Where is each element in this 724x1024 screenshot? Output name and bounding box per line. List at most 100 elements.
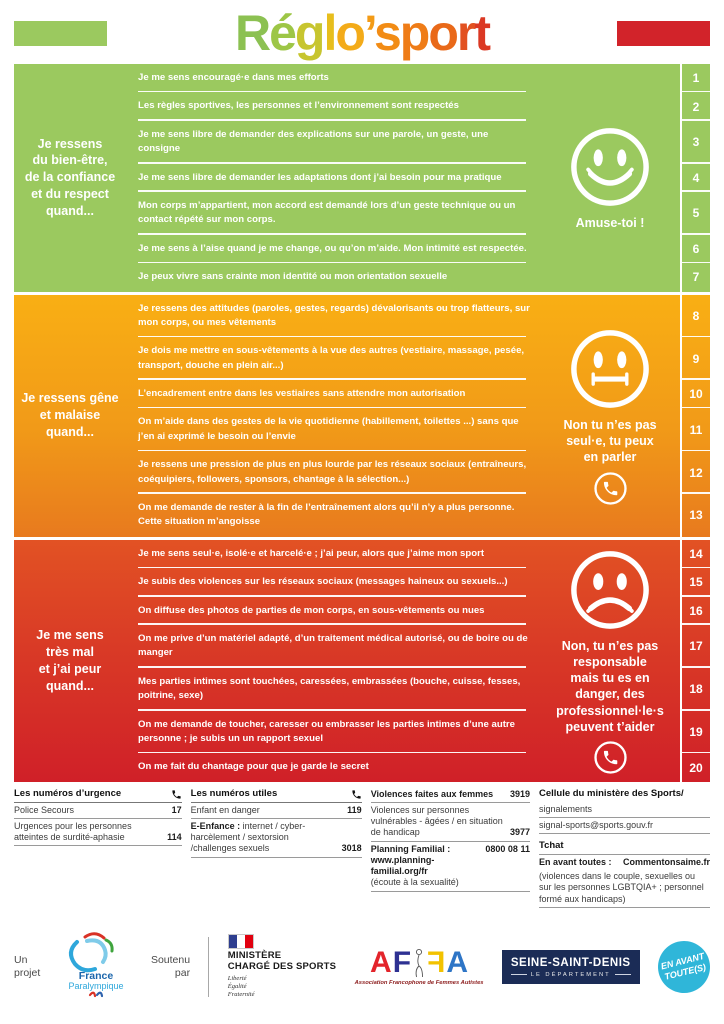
title-green-bar	[14, 20, 107, 46]
ministry-line1: MINISTÈRE	[227, 950, 282, 962]
motto-fraternite: Fraternité	[227, 991, 255, 999]
statement-number: 19	[680, 710, 710, 754]
footer-entry: Urgences pour les personnes atteintes de…	[14, 819, 182, 847]
statement-text: L’encadrement entre dans les vestiaires …	[126, 380, 540, 409]
statement-number: 18	[680, 667, 710, 711]
affa-logo: A F F A Association Francophone de Femme…	[354, 945, 484, 986]
neutral-face-icon	[571, 329, 649, 408]
footer-entry: Planning Familial : www.planning-familia…	[370, 842, 530, 892]
affa-letter: A	[446, 945, 469, 979]
page-title: Réglo’sport	[107, 8, 617, 58]
phone-number: 119	[347, 804, 362, 815]
phone-icon	[172, 789, 181, 799]
statement-text: On me demande de rester à la fin de l’en…	[138, 502, 515, 528]
statement-text: On m’aide dans des gestes de la vie quot…	[126, 408, 540, 452]
affa-figure-icon	[415, 948, 423, 978]
statement-number: 7	[680, 263, 710, 292]
phone-number: 114	[167, 832, 182, 843]
sad-face-icon	[571, 550, 649, 629]
logos-row: Un projet France Paralympique Soutenu pa…	[14, 912, 716, 1022]
divider	[208, 936, 210, 997]
statement-text: On diffuse des photos de parties de mon …	[126, 597, 540, 626]
tchat-service-label: En avant toutes :	[538, 856, 612, 867]
section-label: Je ressens du bien-être, de la confiance…	[24, 136, 116, 219]
statement-text: Je subis des violences sur les réseaux s…	[126, 568, 540, 597]
title-letter: l	[323, 5, 337, 61]
statement-text: Je me sens libre de demander des explica…	[126, 121, 540, 164]
advice-text: Amuse-toi !	[575, 215, 645, 230]
statement-number: 6	[680, 234, 710, 264]
footer-entry: E-Enfance : internet / cyber-harcèlement…	[190, 819, 362, 858]
title-letter: ’	[363, 5, 376, 61]
support-label: Soutenu par	[150, 953, 191, 979]
title-letter: r	[456, 5, 477, 61]
statement-number: 17	[680, 624, 710, 668]
tchat-site: Commentonsaime.fr	[622, 856, 710, 867]
statement-number: 16	[680, 596, 710, 626]
title-letter: g	[294, 5, 326, 61]
section-discomfort: Je ressens gêne et malaise quand... Je re…	[14, 294, 710, 537]
sports-signal-email: signal-sports@sports.gouv.fr	[538, 818, 710, 835]
footer-entry: Violences faites aux femmes 3919	[370, 787, 530, 803]
statement-number: 10	[680, 380, 710, 409]
svg-text:France: France	[78, 970, 113, 982]
motto-egalite: Égalité	[227, 983, 247, 991]
statement-number: 1	[680, 64, 710, 93]
statement-text: On me fait du chantage pour que je garde…	[138, 761, 369, 773]
statement-text: Je peux vivre sans crainte mon identité …	[138, 271, 448, 283]
phone-number: 0800 08 11	[485, 843, 530, 854]
footer-entry: Violences sur personnes vulnérables - âg…	[370, 803, 530, 842]
statement-text: Je dois me mettre en sous-vêtements à la…	[126, 337, 540, 380]
statement-number: 9	[680, 337, 710, 381]
statement-text: Je me sens encouragé·e dans mes efforts	[126, 64, 540, 93]
section-label: Je ressens gêne et malaise quand...	[21, 391, 119, 440]
ministere-sports-logo: MINISTÈRE CHARGÉ DES SPORTS Liberté Égal…	[227, 934, 337, 999]
footer-entry: En avant toutes : Commentonsaime.fr	[539, 855, 710, 870]
advice-text: Non tu n’es pas seul·e, tu peux en parle…	[563, 417, 657, 465]
department-sub: LE DÉPARTEMENT	[530, 971, 611, 978]
statement-text: Je ressens une pression de plus en plus …	[126, 451, 540, 494]
statement-text: Les règles sportives, les personnes et l…	[126, 92, 540, 122]
phone-number: 3919	[509, 788, 530, 799]
phone-icon	[593, 741, 627, 774]
phone-number: 3018	[341, 843, 362, 854]
ministry-line2: CHARGÉ DES SPORTS	[227, 961, 337, 973]
affa-letter: F	[392, 945, 412, 979]
title-letter: t	[474, 5, 491, 61]
statement-number: 4	[680, 163, 710, 193]
en-avant-toutes-badge: EN AVANT TOUTE(S)	[652, 935, 716, 999]
title-letter: é	[269, 5, 297, 61]
tchat-header: Tchat	[538, 839, 710, 855]
footer-column-utiles: Les numéros utiles Enfant en danger 119 E-E…	[190, 787, 362, 858]
statement-number: 15	[680, 568, 710, 597]
section-advice-panel: Non, tu n’es pas responsable mais tu es …	[540, 540, 680, 782]
footer-column-header: Les numéros d’urgence	[14, 787, 182, 803]
france-paralympique-logo: France Paralympique	[59, 929, 133, 1004]
statement-text: Je me sens à l’aise quand je me change, …	[126, 235, 540, 264]
sections-band: Je ressens du bien-être, de la confiance…	[14, 64, 710, 782]
project-label: Un projet	[14, 953, 41, 979]
tchat-note: (violences dans le couple, sexuelles ou …	[538, 870, 710, 908]
title-letter: o	[428, 5, 459, 61]
seine-saint-denis-logo: SEINE-SAINT-DENIS LE DÉPARTEMENT	[501, 949, 640, 984]
statement-number: 8	[680, 294, 710, 338]
section-advice-panel: Amuse-toi !	[540, 64, 680, 292]
section-advice-panel: Non tu n’es pas seul·e, tu peux en parle…	[540, 295, 680, 537]
affa-caption: Association Francophone de Femmes Autist…	[354, 979, 484, 986]
poster-header: Réglo’sport	[0, 0, 724, 62]
statement-text: Je ressens des attitudes (paroles, geste…	[126, 295, 540, 338]
phone-number: 3977	[509, 827, 530, 838]
statement-text: Je me sens seul·e, isolé·e et harcelé·e …	[126, 540, 540, 569]
statement-text: Je me sens libre de demander les adaptat…	[126, 164, 540, 193]
statement-text: Mes parties intimes sont touchées, cares…	[126, 668, 540, 711]
paralympique-emblem-icon: France Paralympique	[68, 932, 123, 998]
footer-entry: Enfant en danger 119	[190, 803, 362, 819]
statement-number: 12	[680, 451, 710, 495]
statement-number: 13	[680, 494, 710, 537]
statement-number: 11	[680, 408, 710, 452]
statement-number: 5	[680, 191, 710, 235]
sports-cell-title: Cellule du ministère des Sports/	[538, 787, 684, 799]
title-red-bar	[617, 20, 710, 46]
phone-icon	[352, 789, 361, 799]
